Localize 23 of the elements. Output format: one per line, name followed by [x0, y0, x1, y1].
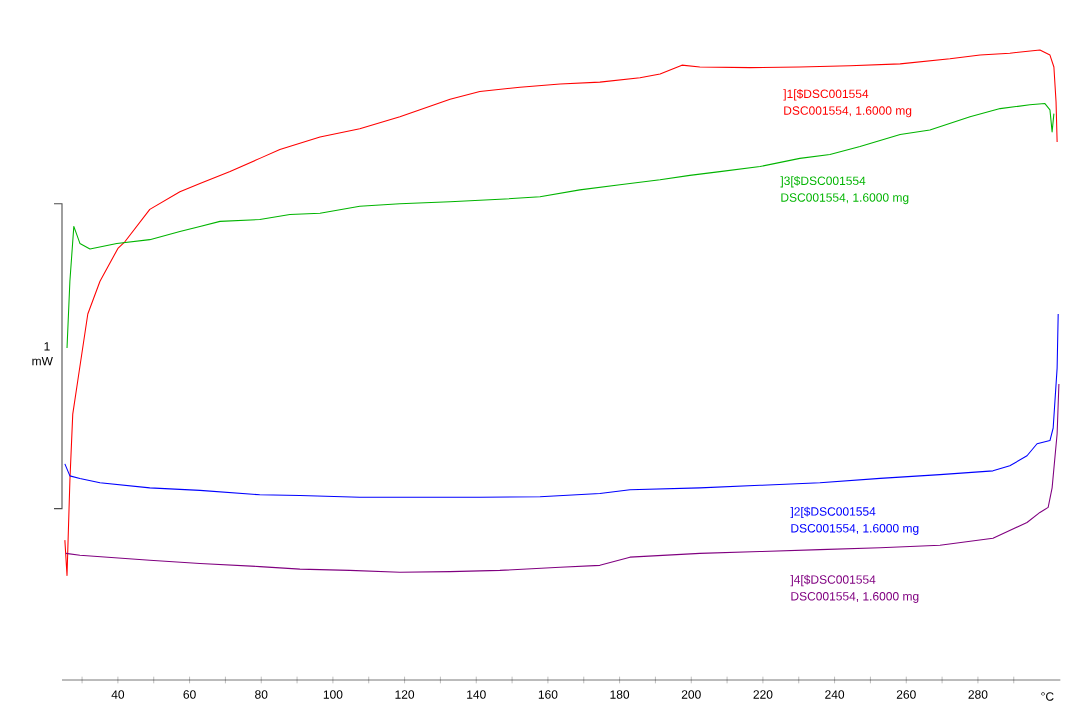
x-tick-label: 60	[183, 690, 196, 699]
annotation: DSC001554, 1.6000 mg	[781, 193, 909, 205]
x-tick-label: 240	[825, 690, 845, 699]
x-tick-label: 140	[467, 690, 486, 699]
text: 1 mW	[32, 342, 53, 366]
annotation: DSC001554, 1.6000 mg	[791, 592, 919, 603]
x-tick-label: 120	[395, 690, 415, 699]
x-tick-label: 80	[255, 690, 268, 699]
series-label: ]1[$DSC001554	[783, 89, 869, 101]
text: ]4[$DSC001554	[790, 574, 876, 587]
x-tick-label: 180	[610, 690, 630, 699]
x-tick-label: 280	[968, 690, 988, 699]
x-tick-label: 220	[753, 690, 773, 699]
x-tick-label: 260	[896, 690, 916, 699]
x-tick-label: 160	[538, 690, 558, 699]
x-tick-label: 100	[323, 690, 343, 699]
annotation: DSC001554, 1.6000 mg	[791, 524, 919, 535]
x-axis-title: °C	[1041, 692, 1054, 701]
annotation: DSC001554, 1.6000 mg	[784, 106, 912, 118]
series-label: ]2[$DSC001554	[790, 506, 876, 519]
series-label: ]3[$DSC001554	[780, 176, 866, 188]
x-tick-label: 200	[681, 690, 701, 699]
x-tick-label: 40	[111, 690, 125, 699]
